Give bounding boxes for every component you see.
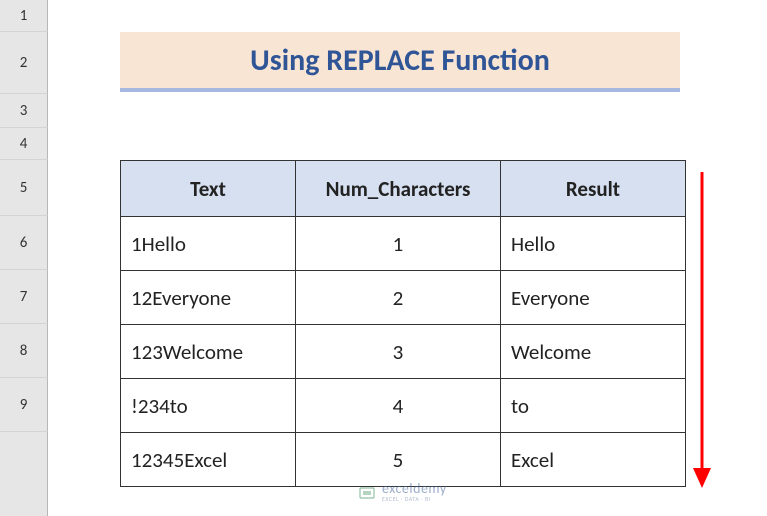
row-header-empty <box>0 432 48 516</box>
cell-num[interactable]: 1 <box>296 217 501 271</box>
row-header[interactable]: 3 <box>0 94 48 128</box>
cell-num[interactable]: 2 <box>296 271 501 325</box>
cell-result[interactable]: Everyone <box>501 271 686 325</box>
table-row: !234to 4 to <box>121 379 686 433</box>
table-row: 12345Excel 5 Excel <box>121 433 686 487</box>
table-row: 123Welcome 3 Welcome <box>121 325 686 379</box>
cell-text[interactable]: !234to <box>121 379 296 433</box>
cell-result[interactable]: Hello <box>501 217 686 271</box>
cell-text[interactable]: 1Hello <box>121 217 296 271</box>
cell-text[interactable]: 12345Excel <box>121 433 296 487</box>
watermark-brand: exceldemy <box>382 482 447 496</box>
annotation-arrow <box>690 172 714 488</box>
cell-num[interactable]: 5 <box>296 433 501 487</box>
title-banner: Using REPLACE Function <box>120 32 680 92</box>
col-header-num[interactable]: Num_Characters <box>296 161 501 217</box>
table-row: 1Hello 1 Hello <box>121 217 686 271</box>
watermark-sub: EXCEL · DATA · BI <box>382 496 447 502</box>
spreadsheet: 1 2 3 4 5 6 7 8 9 Using REPLACE Function… <box>0 0 767 516</box>
row-header[interactable]: 7 <box>0 270 48 324</box>
table-row: 12Everyone 2 Everyone <box>121 271 686 325</box>
worksheet-area[interactable]: Using REPLACE Function Text Num_Characte… <box>48 0 767 516</box>
cell-num[interactable]: 4 <box>296 379 501 433</box>
cell-text[interactable]: 12Everyone <box>121 271 296 325</box>
cell-result[interactable]: to <box>501 379 686 433</box>
cell-text[interactable]: 123Welcome <box>121 325 296 379</box>
row-header[interactable]: 2 <box>0 32 48 94</box>
cell-result[interactable]: Welcome <box>501 325 686 379</box>
row-header[interactable]: 9 <box>0 378 48 432</box>
page-title: Using REPLACE Function <box>250 42 550 79</box>
col-header-text[interactable]: Text <box>121 161 296 217</box>
row-header[interactable]: 4 <box>0 128 48 160</box>
row-header[interactable]: 5 <box>0 160 48 216</box>
watermark-text: exceldemy EXCEL · DATA · BI <box>382 482 447 502</box>
row-header-gutter: 1 2 3 4 5 6 7 8 9 <box>0 0 48 516</box>
watermark: exceldemy EXCEL · DATA · BI <box>358 482 447 502</box>
watermark-icon <box>358 483 376 501</box>
row-header[interactable]: 6 <box>0 216 48 270</box>
row-header[interactable]: 1 <box>0 0 48 32</box>
cell-num[interactable]: 3 <box>296 325 501 379</box>
col-header-result[interactable]: Result <box>501 161 686 217</box>
data-table: Text Num_Characters Result 1Hello 1 Hell… <box>120 160 686 487</box>
table-header-row: Text Num_Characters Result <box>121 161 686 217</box>
row-header[interactable]: 8 <box>0 324 48 378</box>
cell-result[interactable]: Excel <box>501 433 686 487</box>
